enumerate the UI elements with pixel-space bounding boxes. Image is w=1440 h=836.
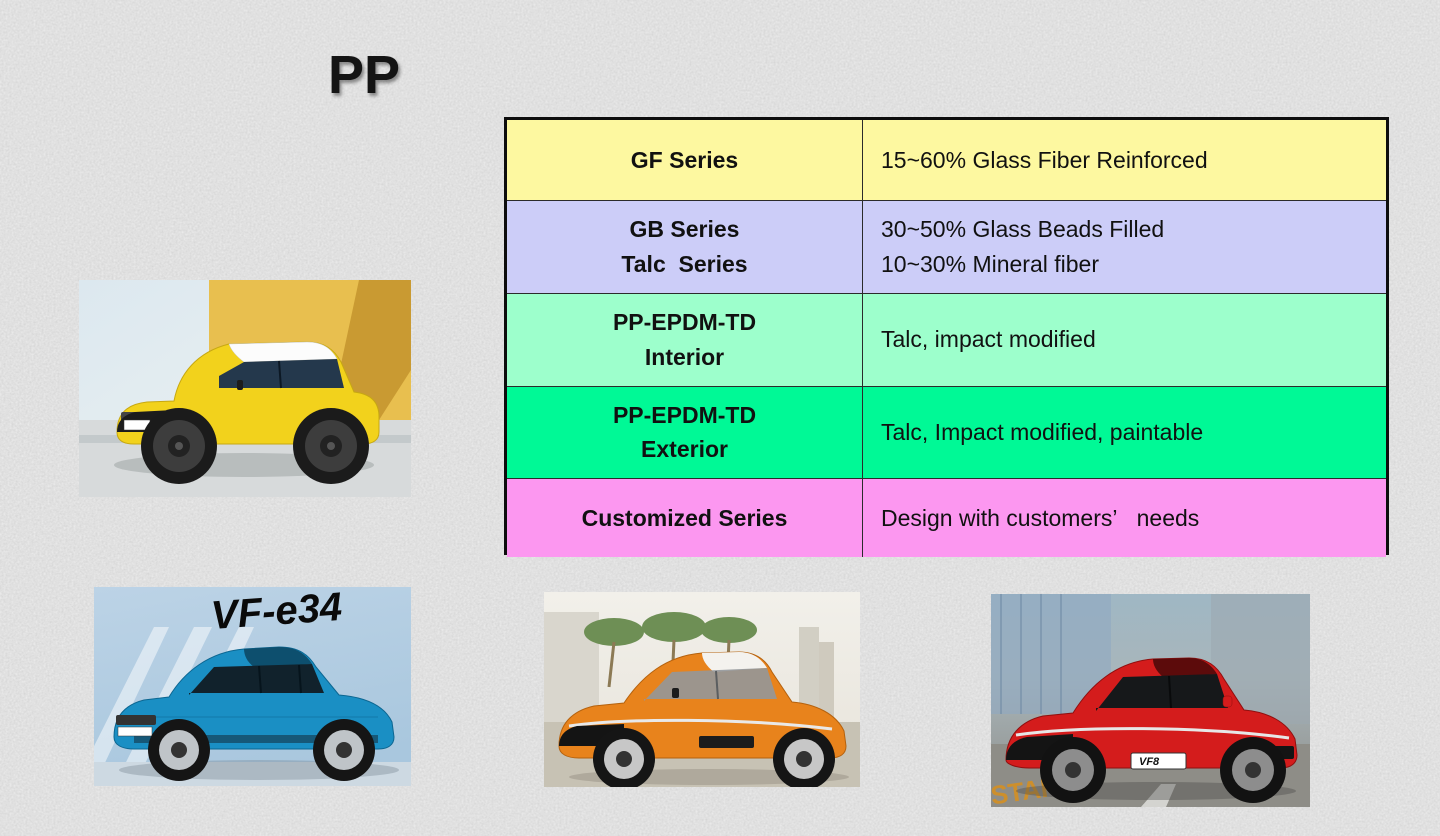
svg-text:VF8: VF8 — [1139, 756, 1160, 768]
